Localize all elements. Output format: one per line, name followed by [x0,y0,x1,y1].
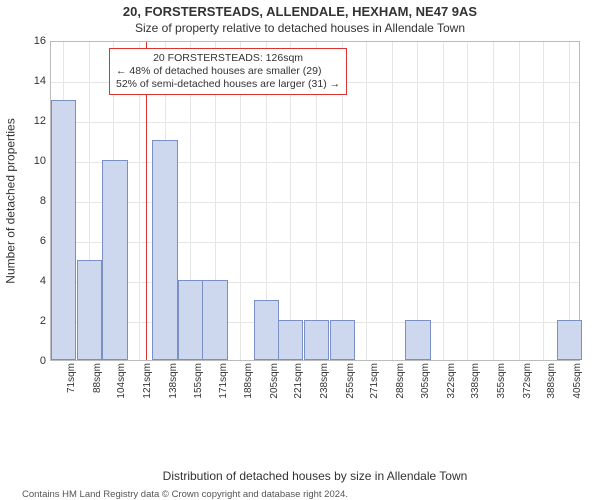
plot-area-wrap: 20 FORSTERSTEADS: 126sqm← 48% of detache… [50,41,580,361]
histogram-bar [152,140,177,360]
y-axis-ticks: 0246810121416 [22,41,50,361]
histogram-bar [278,320,303,360]
x-tick-label: 305sqm [420,363,431,399]
histogram-bar [405,320,430,360]
footer-line-1: Contains HM Land Registry data © Crown c… [22,489,578,500]
y-tick-label: 10 [34,155,46,167]
x-tick-label: 405sqm [572,363,583,399]
y-tick-label: 4 [40,275,46,287]
x-tick-label: 205sqm [269,363,280,399]
y-tick-label: 12 [34,115,46,127]
annotation-line: 20 FORSTERSTEADS: 126sqm [116,52,340,65]
gridline-vertical [519,42,520,360]
gridline-vertical [543,42,544,360]
histogram-bar [304,320,329,360]
histogram-bar [330,320,355,360]
histogram-bar [51,100,76,360]
x-tick-label: 221sqm [293,363,304,399]
plot-area: 20 FORSTERSTEADS: 126sqm← 48% of detache… [50,41,580,361]
y-tick-label: 14 [34,75,46,87]
histogram-bar [557,320,582,360]
x-tick-label: 322sqm [446,363,457,399]
x-tick-label: 104sqm [116,363,127,399]
x-tick-label: 388sqm [546,363,557,399]
x-tick-label: 288sqm [395,363,406,399]
x-tick-label: 372sqm [522,363,533,399]
chart-title-main: 20, FORSTERSTEADS, ALLENDALE, HEXHAM, NE… [0,4,600,19]
gridline-vertical [366,42,367,360]
gridline-horizontal [51,122,579,123]
y-tick-label: 16 [34,35,46,47]
histogram-bar [202,280,227,360]
x-axis-label: Distribution of detached houses by size … [50,469,580,483]
gridline-vertical [569,42,570,360]
x-tick-label: 138sqm [168,363,179,399]
annotation-line: 52% of semi-detached houses are larger (… [116,78,340,91]
y-tick-label: 6 [40,235,46,247]
y-axis-label-wrap: Number of detached properties [0,41,22,361]
x-tick-label: 355sqm [496,363,507,399]
gridline-vertical [392,42,393,360]
chart-title-sub: Size of property relative to detached ho… [0,21,600,35]
y-axis-label: Number of detached properties [4,118,18,283]
gridline-horizontal [51,282,579,283]
x-tick-label: 171sqm [218,363,229,399]
gridline-horizontal [51,202,579,203]
y-tick-label: 8 [40,195,46,207]
histogram-bar [77,260,102,360]
annotation-box: 20 FORSTERSTEADS: 126sqm← 48% of detache… [109,48,347,95]
y-tick-label: 2 [40,315,46,327]
gridline-vertical [467,42,468,360]
gridline-vertical [443,42,444,360]
annotation-line: ← 48% of detached houses are smaller (29… [116,65,340,78]
histogram-bar [102,160,127,360]
histogram-bar [178,280,203,360]
x-tick-label: 88sqm [92,363,103,393]
gridline-horizontal [51,162,579,163]
x-tick-label: 238sqm [319,363,330,399]
attribution-footer: Contains HM Land Registry data © Crown c… [22,489,578,500]
x-tick-label: 255sqm [345,363,356,399]
histogram-bar [254,300,279,360]
gridline-horizontal [51,242,579,243]
x-tick-label: 155sqm [193,363,204,399]
x-axis-ticks: 71sqm 88sqm 104sqm 121sqm 138sqm 155sqm 171sqm… [50,361,580,413]
gridline-vertical [493,42,494,360]
x-tick-label: 338sqm [470,363,481,399]
y-tick-label: 0 [40,355,46,367]
chart-titles: 20, FORSTERSTEADS, ALLENDALE, HEXHAM, NE… [0,4,600,35]
gridline-vertical [417,42,418,360]
x-tick-label: 71sqm [66,363,77,393]
x-tick-label: 121sqm [142,363,153,399]
x-tick-label: 188sqm [243,363,254,399]
x-tick-label: 271sqm [369,363,380,399]
